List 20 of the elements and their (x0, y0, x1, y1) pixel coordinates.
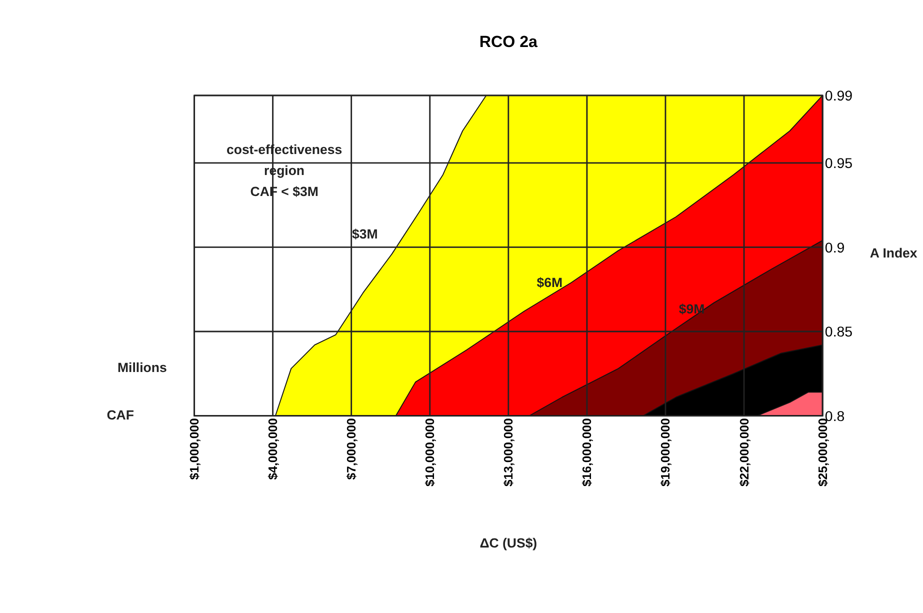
y-tick-label: 0.85 (824, 324, 853, 341)
annotation: $3M (352, 226, 378, 242)
x-tick-label: $13,000,000 (502, 418, 516, 487)
y-tick-label: 0.99 (824, 88, 853, 105)
x-tick-label: $22,000,000 (737, 418, 752, 487)
y-tick-label: 0.95 (824, 156, 853, 172)
x-tick-label: $10,000,000 (423, 418, 438, 487)
x-tick-label: $4,000,000 (266, 418, 280, 480)
x-axis-title: ΔC (US$) (480, 535, 538, 550)
y-axis-title: A Index (870, 246, 918, 261)
x-tick-label: $16,000,000 (580, 418, 594, 487)
y-tick-label: 0.9 (824, 240, 845, 256)
text: Millions (117, 360, 167, 376)
x-tick-label: $1,000,000 (188, 418, 202, 480)
chart-title: RCO 2a (479, 33, 539, 52)
annotation: $6M (536, 274, 563, 290)
annotation: $9M (678, 301, 705, 316)
text: CAF (106, 408, 134, 423)
x-tick-label: $19,000,000 (658, 418, 673, 487)
x-tick-label: $7,000,000 (344, 418, 359, 480)
